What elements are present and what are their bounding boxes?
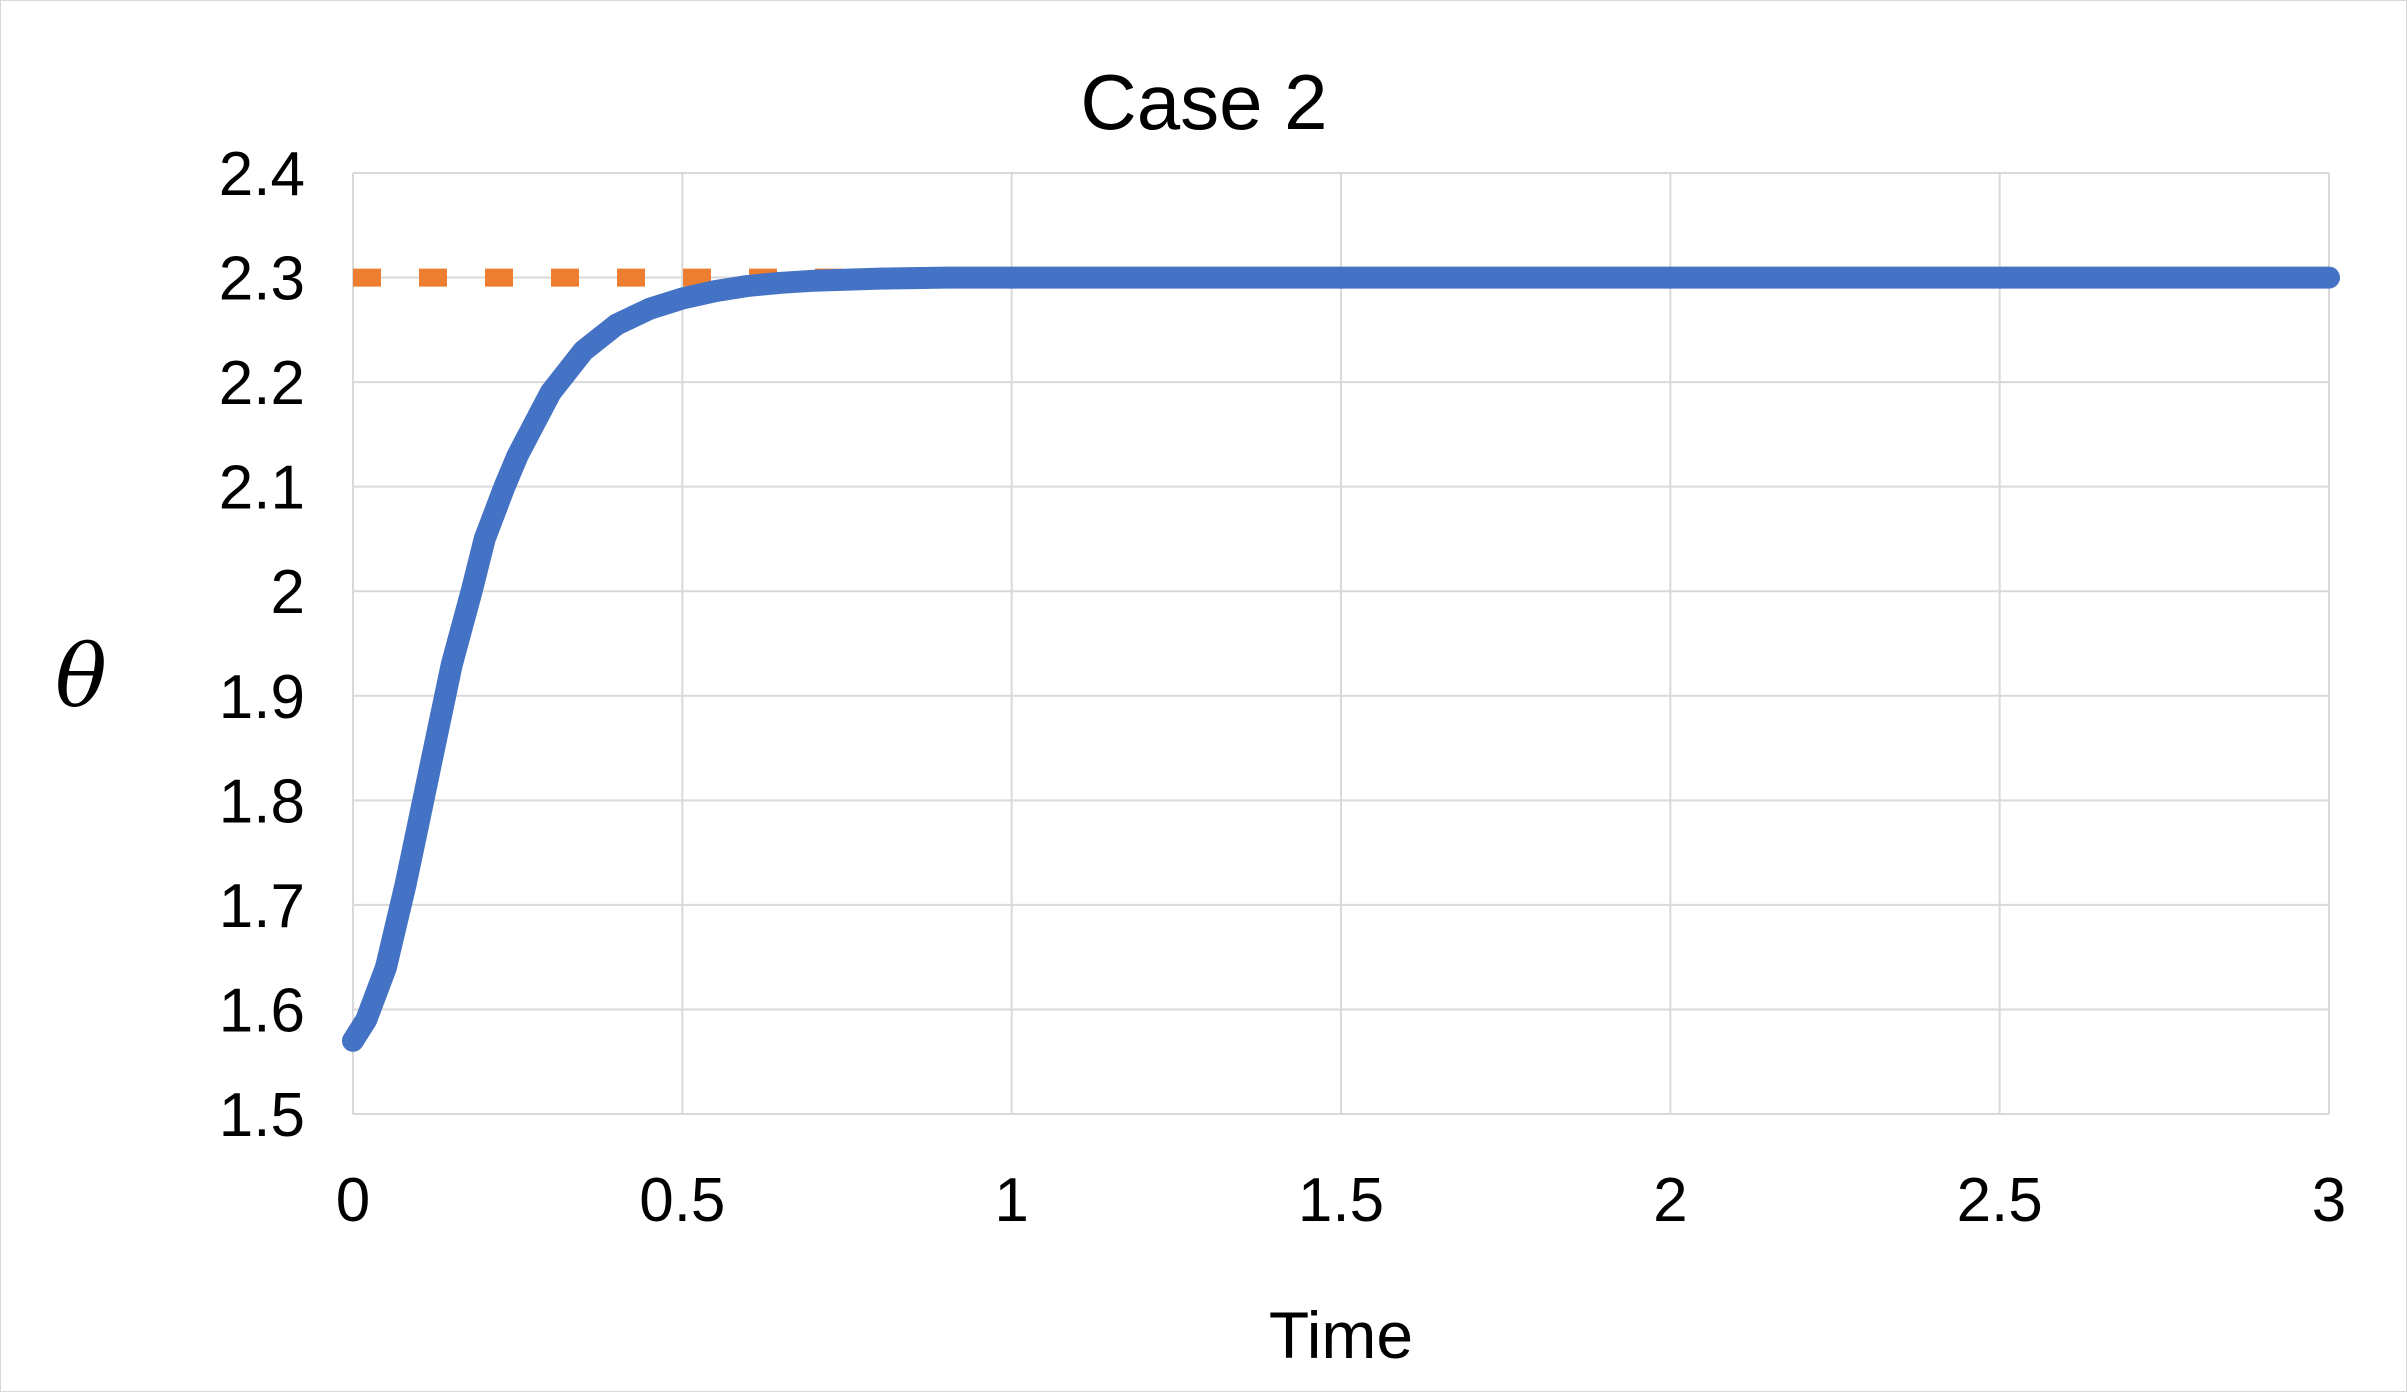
tick-labels: 1.5 1.6 1.7 1.8 1.9 2 2.1 2.2 2.3 2.4 0 0.5 1 1.5 2 2.5… bbox=[219, 140, 2346, 1235]
y-axis-title: θ bbox=[55, 627, 107, 727]
x-axis-title: Time bbox=[1269, 1298, 1413, 1372]
x-tick-label: 1.5 bbox=[1298, 1166, 1384, 1235]
series-line-solid bbox=[342, 266, 2340, 1052]
y-tick-label: 2.2 bbox=[219, 349, 305, 418]
y-tick-label: 1.7 bbox=[219, 872, 305, 941]
x-tick-label: 0 bbox=[336, 1166, 370, 1235]
gridlines bbox=[352, 172, 2330, 1115]
series-layer bbox=[342, 266, 2340, 1052]
x-tick-label: 1 bbox=[994, 1166, 1028, 1235]
chart-title: Case 2 bbox=[1080, 58, 1327, 146]
x-tick-label: 0.5 bbox=[639, 1166, 725, 1235]
x-tick-label: 3 bbox=[2312, 1166, 2346, 1235]
y-tick-label: 1.5 bbox=[219, 1081, 305, 1150]
y-tick-label: 1.8 bbox=[219, 767, 305, 836]
x-tick-label: 2.5 bbox=[1957, 1166, 2043, 1235]
y-tick-label: 1.9 bbox=[219, 663, 305, 732]
y-tick-label: 1.6 bbox=[219, 976, 305, 1045]
y-tick-label: 2.4 bbox=[219, 140, 305, 209]
x-tick-label: 2 bbox=[1653, 1166, 1687, 1235]
y-tick-label: 2.1 bbox=[219, 454, 305, 523]
y-tick-label: 2.3 bbox=[219, 245, 305, 314]
y-tick-label: 2 bbox=[271, 558, 305, 627]
